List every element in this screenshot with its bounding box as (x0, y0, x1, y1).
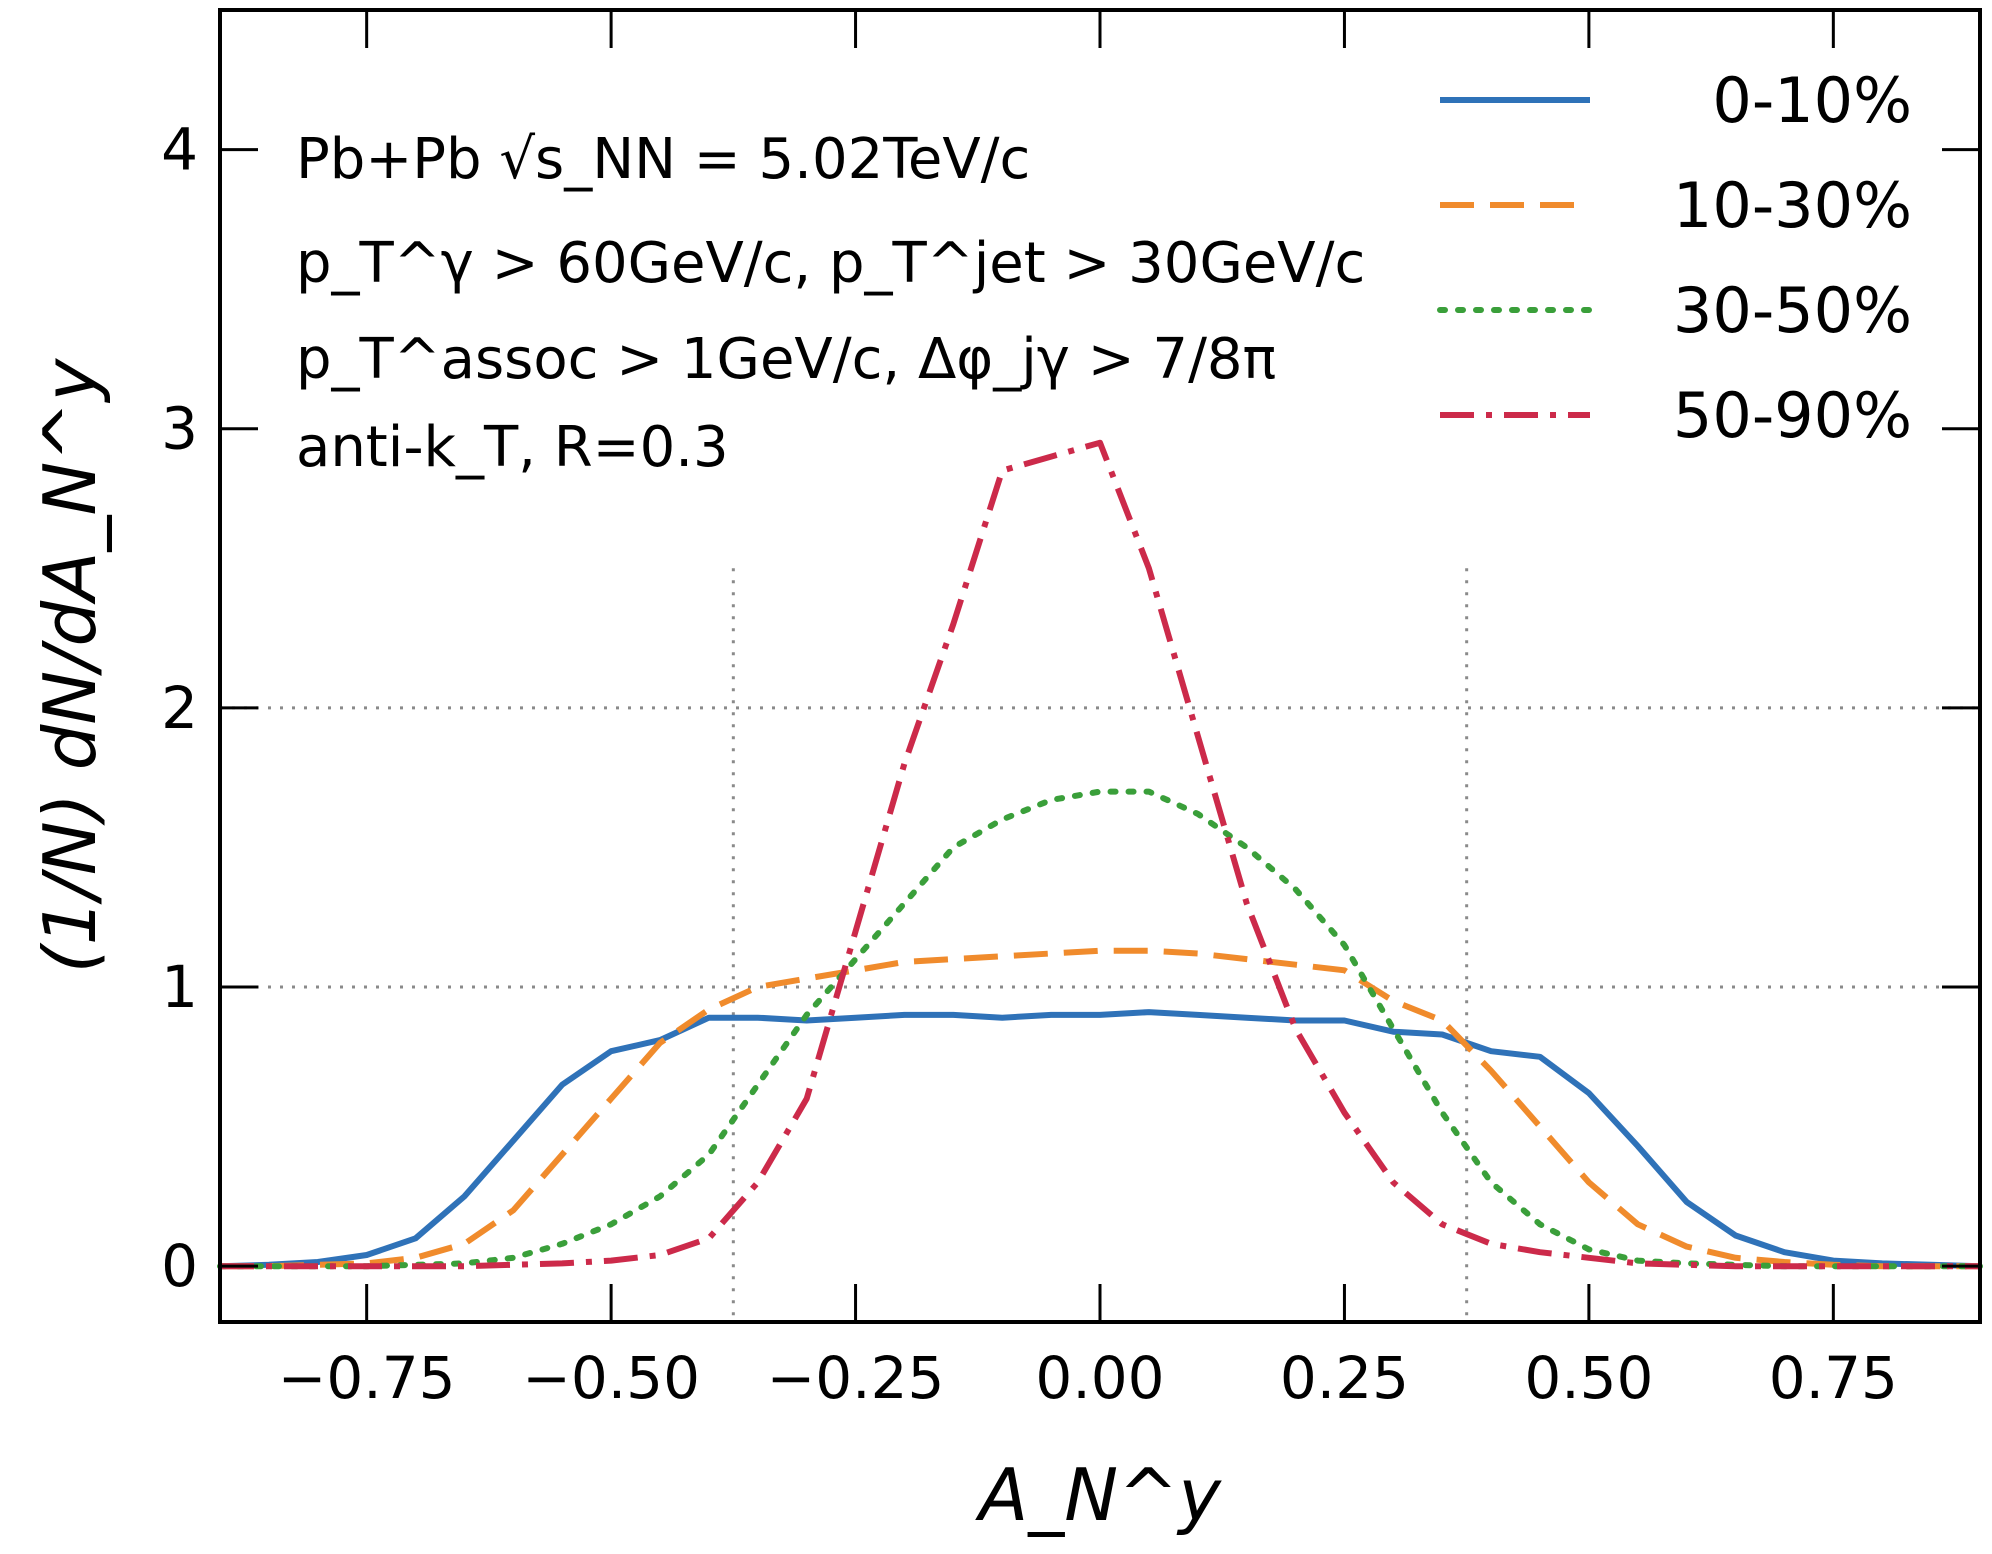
y-tick-label-4: 4 (161, 116, 198, 184)
axis-ticks (220, 10, 1980, 1322)
annotation-line-1: Pb+Pb √s_NN = 5.02TeV/c (296, 127, 1030, 192)
annotation-line-2: p_T^γ > 60GeV/c, p_T^jet > 30GeV/c (296, 231, 1365, 296)
series-line-2 (217, 788, 1983, 1270)
series-layer (217, 439, 1983, 1270)
legend-label-1: 10-30% (1673, 169, 1912, 242)
y-axis-title: (1/N) dN/dA_N^y (28, 357, 112, 973)
series-line-0 (219, 1009, 1981, 1270)
y-tick-label-0: 0 (161, 1232, 198, 1300)
y-tick-label-3: 3 (161, 395, 198, 463)
x-tick-labels: −0.75 −0.50 −0.25 0.00 0.25 0.50 0.75 (278, 1344, 1898, 1412)
legend: 0-10% 10-30% 30-50% 50-90% (1437, 64, 1912, 452)
x-axis-title: A_N^y (975, 1453, 1222, 1537)
series-line-1 (220, 947, 1980, 1270)
x-tick-label-1: −0.50 (522, 1344, 700, 1412)
legend-label-3: 50-90% (1673, 379, 1912, 452)
x-tick-label-0: −0.75 (278, 1344, 456, 1412)
x-tick-label-3: 0.00 (1035, 1344, 1164, 1412)
annotation-line-4: anti-k_T, R=0.3 (296, 415, 729, 480)
y-tick-label-2: 2 (161, 674, 198, 742)
series-line-3 (220, 439, 1980, 1270)
x-tick-label-4: 0.25 (1280, 1344, 1409, 1412)
x-tick-label-2: −0.25 (767, 1344, 945, 1412)
y-tick-labels: 0 1 2 3 4 (161, 116, 198, 1301)
x-tick-label-6: 0.75 (1769, 1344, 1898, 1412)
grid-lines (220, 568, 1980, 1322)
legend-label-0: 0-10% (1712, 64, 1912, 137)
x-tick-label-5: 0.50 (1524, 1344, 1653, 1412)
annotation-line-3: p_T^assoc > 1GeV/c, Δφ_jγ > 7/8π (296, 327, 1276, 392)
y-tick-label-1: 1 (161, 953, 198, 1021)
legend-label-2: 30-50% (1673, 274, 1912, 347)
annotation-block: Pb+Pb √s_NN = 5.02TeV/c p_T^γ > 60GeV/c,… (296, 127, 1365, 480)
